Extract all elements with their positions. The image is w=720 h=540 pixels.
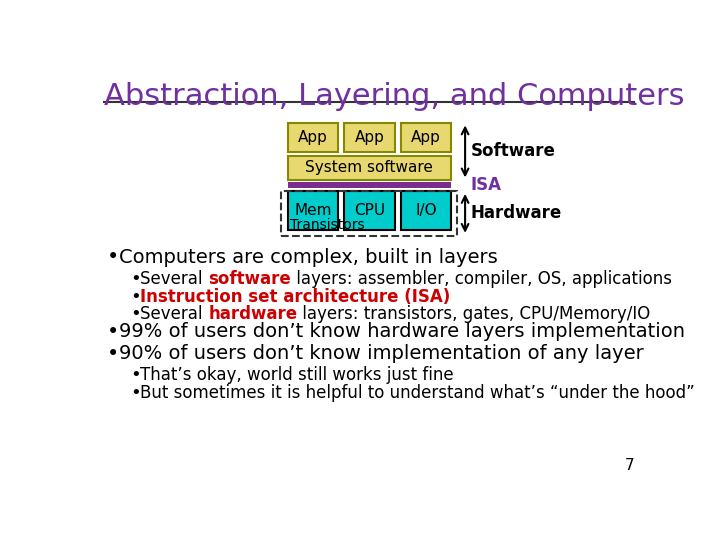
Bar [282,191,457,236]
Bar [287,123,338,152]
Bar [287,191,338,230]
Text: I/O: I/O [415,203,437,218]
Text: Hardware: Hardware [471,205,562,222]
Text: Software: Software [471,143,555,160]
Text: 7: 7 [625,458,635,473]
Text: •: • [130,270,141,288]
Text: But sometimes it is helpful to understand what’s “under the hood”: But sometimes it is helpful to understan… [140,384,695,402]
Text: Computers are complex, built in layers: Computers are complex, built in layers [120,248,498,267]
Text: App: App [411,130,441,145]
Text: Mem: Mem [294,203,332,218]
Text: Abstraction, Layering, and Computers: Abstraction, Layering, and Computers [104,82,685,111]
Text: ISA: ISA [471,176,502,194]
Bar [401,191,451,230]
Text: •: • [130,366,141,384]
Text: software: software [208,270,291,288]
Bar [401,123,451,152]
Bar [344,191,395,230]
Text: Instruction set architecture (ISA): Instruction set architecture (ISA) [140,288,451,306]
Text: That’s okay, world still works just fine: That’s okay, world still works just fine [140,366,454,384]
Text: System software: System software [305,160,433,176]
Text: •: • [107,322,120,342]
Text: 90% of users don’t know implementation of any layer: 90% of users don’t know implementation o… [120,344,644,363]
Text: •: • [107,343,120,363]
Bar [287,182,451,188]
Text: CPU: CPU [354,203,385,218]
Text: •: • [130,288,141,306]
Text: 99% of users don’t know hardware layers implementation: 99% of users don’t know hardware layers … [120,322,685,341]
Text: •: • [107,247,120,267]
Text: layers: assembler, compiler, OS, applications: layers: assembler, compiler, OS, applica… [291,270,672,288]
Text: •: • [130,384,141,402]
Text: •: • [130,305,141,323]
Text: Transistors: Transistors [290,218,364,232]
Text: Several: Several [140,270,208,288]
Bar [344,123,395,152]
Text: Several: Several [140,305,208,323]
Text: App: App [354,130,384,145]
Text: App: App [298,130,328,145]
Text: layers: transistors, gates, CPU/Memory/IO: layers: transistors, gates, CPU/Memory/I… [297,305,650,323]
Bar [287,156,451,180]
Text: hardware: hardware [208,305,297,323]
